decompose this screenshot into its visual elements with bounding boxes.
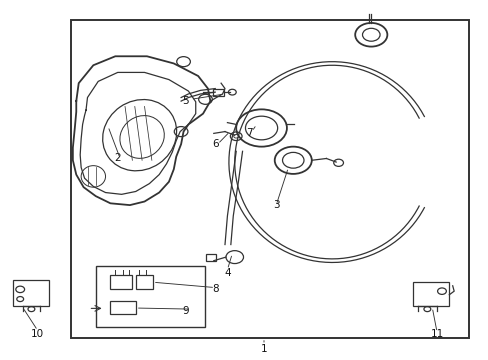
Text: 5: 5	[183, 96, 189, 106]
Text: 3: 3	[272, 200, 279, 210]
Text: 6: 6	[211, 139, 218, 149]
Text: 11: 11	[429, 329, 443, 339]
Bar	[206, 253, 216, 261]
Bar	[96, 266, 205, 327]
Text: 7: 7	[245, 129, 252, 138]
Bar	[110, 275, 132, 289]
Text: 1: 1	[260, 343, 267, 354]
Text: 10: 10	[31, 329, 44, 339]
Bar	[110, 301, 136, 315]
Bar	[13, 280, 49, 306]
Text: 8: 8	[211, 284, 218, 294]
Text: 9: 9	[183, 306, 189, 316]
Text: 2: 2	[114, 153, 121, 163]
Bar	[212, 89, 223, 96]
Text: 4: 4	[224, 268, 230, 278]
Bar	[71, 21, 468, 338]
Bar	[412, 282, 448, 306]
Bar	[136, 275, 153, 289]
